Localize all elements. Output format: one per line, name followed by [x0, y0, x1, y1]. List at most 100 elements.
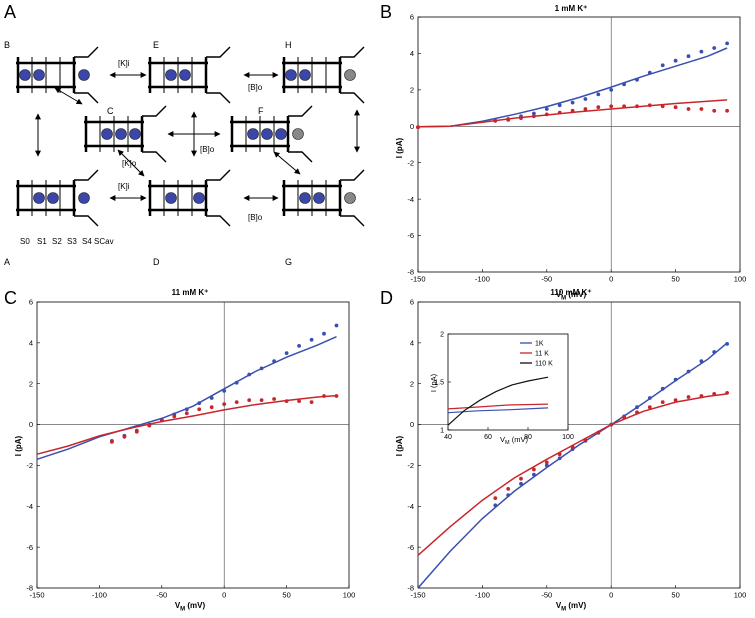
data-point	[725, 342, 729, 346]
y-tick-label: 6	[410, 298, 414, 307]
series-line-1	[36, 394, 337, 455]
data-point	[544, 112, 549, 117]
x-tick-label: 50	[671, 275, 679, 284]
site-label-s4: S4	[82, 237, 92, 246]
x-tick-label: 40	[444, 434, 452, 441]
site-label-s0: S0	[20, 237, 30, 246]
data-point	[647, 396, 652, 400]
data-point	[234, 380, 239, 385]
data-point	[209, 405, 214, 410]
rate-e-h: [B]o	[248, 83, 263, 92]
ion-site	[299, 69, 311, 81]
ion-site	[193, 192, 205, 204]
data-point	[184, 407, 189, 412]
data-point	[532, 111, 536, 116]
data-point	[519, 116, 523, 120]
data-point	[147, 423, 152, 428]
state-label-d: D	[153, 257, 160, 267]
data-point	[184, 411, 189, 416]
channel-state-g	[282, 169, 365, 227]
data-point	[259, 366, 264, 371]
data-point	[660, 63, 665, 68]
data-point	[686, 369, 691, 374]
y-tick-label: -8	[26, 584, 33, 593]
data-point	[322, 394, 326, 398]
data-point	[635, 405, 639, 410]
state-label-e: E	[153, 40, 159, 50]
data-point	[493, 118, 498, 123]
y-tick-label: 6	[410, 13, 414, 22]
arrow-f-g	[273, 151, 301, 175]
data-point	[247, 398, 252, 402]
y-tick-label: 1.5	[434, 379, 444, 386]
x-tick-label: -150	[29, 591, 44, 600]
data-point	[686, 395, 691, 399]
data-point	[570, 100, 575, 105]
legend-label: 110 K	[535, 361, 553, 368]
kinetic-scheme-diagram: B E H C F A D G S0 S1 S2 S3 S4 SCav [K]i…	[4, 40, 365, 267]
data-point	[322, 331, 326, 336]
data-point	[532, 467, 536, 472]
data-point	[660, 386, 665, 391]
rate-c-d: [K]o	[122, 159, 137, 168]
data-point	[712, 108, 717, 113]
data-point	[519, 481, 523, 486]
x-axis-label: VM (mV)	[556, 290, 587, 302]
y-tick-label: 6	[29, 298, 33, 307]
x-tick-label: -100	[475, 275, 490, 284]
data-point	[712, 46, 717, 50]
x-axis-label: VM (mV)	[556, 601, 587, 613]
site-label-s1: S1	[37, 237, 47, 246]
data-point	[506, 487, 511, 491]
ion-site	[285, 69, 297, 81]
ion-site	[101, 128, 113, 140]
data-point	[309, 337, 314, 342]
data-point	[272, 397, 276, 401]
x-tick-label: 0	[609, 275, 613, 284]
plot-frame	[36, 301, 350, 589]
data-point	[660, 400, 665, 404]
y-tick-label: 0	[410, 420, 414, 429]
data-point	[583, 438, 588, 442]
data-point	[725, 108, 729, 113]
data-point	[596, 430, 601, 435]
blocker	[292, 128, 304, 140]
ion-site	[313, 192, 325, 204]
channel-state-d	[148, 169, 231, 227]
y-tick-label: -8	[407, 268, 414, 277]
data-point	[647, 70, 652, 75]
channel-state-e	[148, 46, 231, 104]
series-line-0	[36, 336, 337, 461]
plot-frame	[417, 16, 741, 273]
data-point	[699, 49, 704, 54]
state-label-c: C	[107, 106, 114, 116]
x-tick-label: 50	[282, 591, 290, 600]
y-tick-label: 2	[440, 331, 444, 338]
state-label-g: G	[285, 257, 292, 267]
ion-site	[33, 192, 45, 204]
state-label-h: H	[285, 40, 292, 50]
data-point	[699, 107, 704, 111]
data-point	[596, 105, 601, 110]
y-axis-label: I (pA)	[395, 137, 404, 158]
x-axis-label: VM (mV)	[175, 601, 206, 613]
data-point	[209, 396, 214, 400]
data-point	[284, 351, 289, 355]
data-point	[544, 460, 549, 465]
arrow-b-c	[54, 87, 83, 105]
panel-letter-d: D	[380, 288, 393, 308]
data-point	[544, 107, 549, 111]
data-point	[609, 88, 614, 92]
data-point	[297, 399, 301, 403]
data-point	[334, 323, 339, 328]
y-tick-label: 0	[29, 420, 33, 429]
data-point	[234, 400, 239, 404]
x-tick-label: 50	[671, 591, 679, 600]
y-tick-label: -2	[407, 461, 414, 470]
series-line-1	[447, 403, 549, 410]
chart-title: 1 mM K⁺	[555, 4, 588, 13]
chart-title: 110 mM K⁺	[550, 288, 591, 297]
data-point	[222, 402, 227, 406]
data-point	[297, 344, 301, 348]
inset-chart: 40 60 80 100 1 1.5 2 1K 11 K 110 K VM (mV) I (pA)	[429, 331, 574, 446]
